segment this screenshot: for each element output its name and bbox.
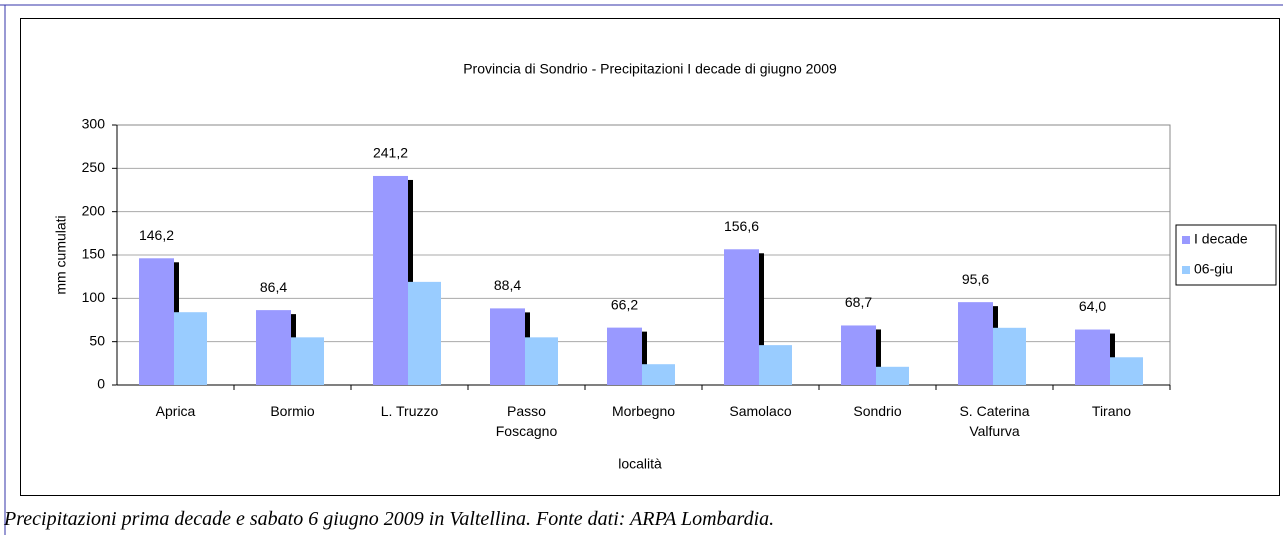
bar [958, 302, 993, 385]
legend-swatch [1182, 266, 1190, 274]
bar [139, 258, 174, 385]
x-tick-label: Bormio [270, 403, 315, 419]
bar [876, 366, 909, 385]
value-label: 241,2 [373, 145, 408, 161]
chart-box [20, 18, 1280, 496]
bar [408, 281, 441, 385]
bar [993, 327, 1026, 385]
value-label: 95,6 [962, 271, 989, 287]
y-tick-label: 200 [82, 202, 106, 218]
value-label: 68,7 [845, 294, 872, 310]
bar [642, 364, 675, 385]
bar-depth [642, 331, 647, 385]
x-tick-label: S. Caterina Valfurva [959, 403, 1030, 439]
bar [373, 175, 408, 385]
value-label: 88,4 [494, 277, 521, 293]
value-label: 146,2 [139, 227, 174, 243]
bar [607, 327, 642, 385]
bar [291, 337, 324, 385]
x-tick-label: Samolaco [729, 403, 792, 419]
y-tick-label: 100 [82, 289, 106, 305]
value-label: 156,6 [724, 218, 759, 234]
caption: Precipitazioni prima decade e sabato 6 g… [4, 508, 775, 530]
legend-swatch [1182, 236, 1190, 244]
bar [490, 308, 525, 385]
bar-depth [876, 329, 881, 385]
bar [1075, 329, 1110, 385]
x-tick-label: Sondrio [853, 403, 902, 419]
y-axis-label: mm cumulati [53, 215, 69, 294]
y-tick-label: 300 [82, 116, 106, 132]
bar [174, 312, 207, 385]
legend-box [1175, 224, 1277, 286]
bar [841, 325, 876, 385]
y-tick-label: 150 [82, 246, 106, 262]
x-tick-label: Morbegno [611, 403, 676, 419]
y-tick-label: 50 [89, 332, 105, 348]
bar-depth [759, 253, 764, 385]
y-tick-label: 0 [97, 376, 105, 392]
value-label: 64,0 [1079, 298, 1106, 314]
x-tick-label: Passo Foscagno [495, 403, 558, 439]
value-label: 66,2 [611, 296, 638, 312]
bar [724, 249, 759, 385]
legend-label: I decade [1194, 231, 1248, 247]
x-tick-label: Tirano [1091, 403, 1132, 419]
legend-label: 06-giu [1194, 261, 1233, 277]
x-tick-label: Aprica [155, 403, 196, 419]
bar [525, 337, 558, 385]
x-tick-label: L. Truzzo [380, 403, 439, 419]
bar [759, 345, 792, 385]
bar [1110, 357, 1143, 385]
value-label: 86,4 [260, 279, 287, 295]
bar [256, 310, 291, 385]
chart-title: Provincia di Sondrio - Precipitazioni I … [463, 61, 837, 77]
x-axis-label: località [618, 456, 662, 472]
y-tick-label: 250 [82, 159, 106, 175]
